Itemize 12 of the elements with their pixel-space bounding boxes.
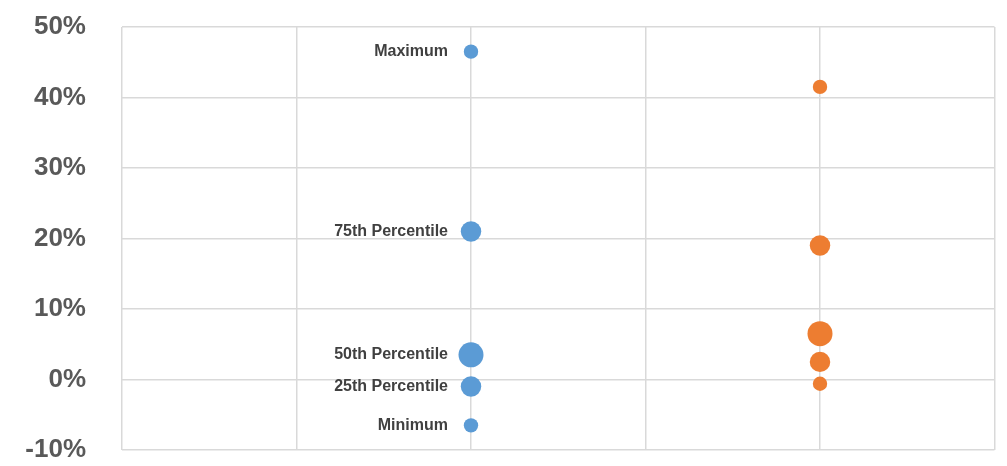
series-label: 25th Percentile [334,376,449,394]
y-tick-label: -10% [25,433,86,464]
y-tick-label: 30% [33,151,86,182]
y-tick-label: 20% [33,221,86,252]
y-tick-label: 10% [33,292,86,323]
y-tick-label: 0% [48,362,86,393]
y-tick-label: 40% [33,80,86,111]
series-label: 75th Percentile [334,221,449,239]
series-label: Minimum [377,415,448,433]
series-label: Maximum [374,42,448,60]
series-label: 50th Percentile [334,345,449,363]
y-tick-label: 50% [33,10,86,41]
